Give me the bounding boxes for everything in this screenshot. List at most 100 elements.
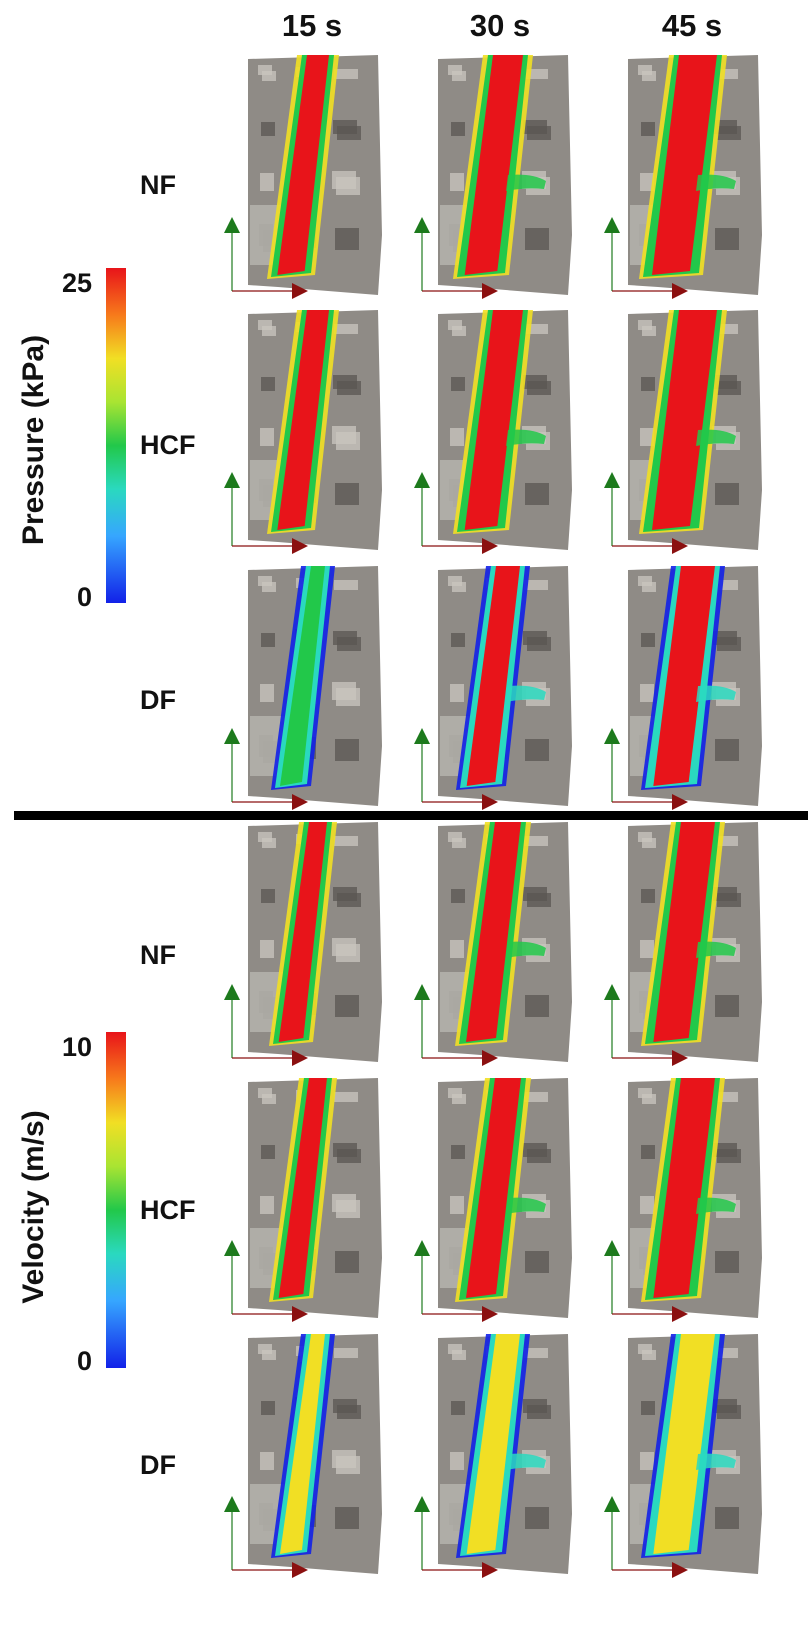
building-block [714, 324, 738, 334]
x-axis-arrowhead [482, 283, 498, 299]
building-block [450, 1452, 464, 1470]
building-block [642, 838, 656, 848]
building-block [336, 1456, 360, 1474]
building-block [640, 684, 654, 702]
row-label-pressure-df: DF [140, 685, 176, 715]
flow-core [280, 1334, 325, 1554]
building-block [261, 1145, 275, 1159]
x-axis-arrowhead [292, 794, 308, 810]
building-block [260, 940, 274, 958]
y-axis-arrowhead [604, 984, 620, 1000]
building-block [336, 177, 360, 195]
velocity-snapshot-nf-45s [598, 822, 770, 1070]
building-block [261, 377, 275, 391]
building-block [261, 633, 275, 647]
x-axis-arrowhead [672, 1050, 688, 1066]
velocity-snapshot-nf-30s [408, 822, 580, 1070]
pressure-snapshot-nf-30s [408, 55, 580, 303]
building-block [335, 995, 359, 1017]
building-block [451, 122, 465, 136]
building-block [638, 65, 652, 75]
x-axis-arrowhead [292, 1562, 308, 1578]
building-block [260, 428, 274, 446]
building-block [448, 1088, 462, 1098]
building-block [336, 944, 360, 962]
pressure-snapshot-df-30s [408, 566, 580, 814]
flow-core [464, 310, 523, 530]
y-axis-arrowhead [224, 472, 240, 488]
building-block [638, 832, 652, 842]
flow-core [278, 822, 327, 1042]
flow-branch [696, 1453, 736, 1470]
row-label-velocity-nf: NF [140, 940, 176, 970]
y-axis-arrowhead [224, 1496, 240, 1512]
building-block [641, 1145, 655, 1159]
building-block [261, 1401, 275, 1415]
building-block [334, 580, 358, 590]
flow-core [466, 822, 521, 1042]
building-block [714, 580, 738, 590]
building-block [258, 320, 272, 330]
velocity-colorbar-max-label: 10 [61, 1032, 92, 1062]
building-block [260, 684, 274, 702]
flow-branch [506, 174, 546, 191]
flow-core [466, 1078, 521, 1298]
building-block [451, 1401, 465, 1415]
building-block [337, 637, 361, 651]
building-block [337, 126, 361, 140]
x-axis-arrowhead [672, 1306, 688, 1322]
pressure-snapshot-df-15s [218, 566, 390, 814]
building-block [641, 377, 655, 391]
flow-core [652, 310, 717, 530]
row-label-velocity-hcf: HCF [140, 1195, 196, 1225]
pressure-snapshot-hcf-30s [408, 310, 580, 558]
building-block [640, 940, 654, 958]
velocity-colorbar-title: Velocity (m/s) [17, 1110, 50, 1304]
y-axis-arrowhead [224, 1240, 240, 1256]
flow-branch [506, 1453, 546, 1470]
x-axis-arrowhead [482, 1306, 498, 1322]
flow-core [466, 566, 520, 786]
building-block [335, 483, 359, 505]
flow-core [652, 55, 717, 275]
building-block [640, 1196, 654, 1214]
building-block [448, 320, 462, 330]
flow-core [464, 55, 523, 275]
velocity-colorbar-min-label: 0 [76, 1346, 92, 1376]
building-block [335, 739, 359, 761]
building-block [527, 381, 551, 395]
building-block [452, 71, 466, 81]
building-block [525, 228, 549, 250]
flow-branch [696, 429, 736, 446]
building-block [641, 1401, 655, 1415]
building-block [450, 940, 464, 958]
flow-core [653, 566, 715, 786]
building-block [258, 1344, 272, 1354]
row-label-pressure-nf: NF [140, 170, 176, 200]
building-block [335, 228, 359, 250]
pressure-colorbar-max-label: 25 [61, 268, 92, 298]
y-axis-arrowhead [414, 217, 430, 233]
pressure-colorbar-title: Pressure (kPa) [17, 334, 50, 546]
building-block [451, 889, 465, 903]
building-block [525, 1251, 549, 1273]
flow-core [653, 1334, 715, 1554]
building-block [640, 1452, 654, 1470]
building-block [337, 381, 361, 395]
building-block [638, 320, 652, 330]
building-block [258, 65, 272, 75]
building-block [717, 637, 741, 651]
building-block [452, 1350, 466, 1360]
pressure-colorbar-min-label: 0 [76, 582, 92, 612]
building-block [715, 995, 739, 1017]
x-axis-arrowhead [482, 1050, 498, 1066]
y-axis-arrowhead [414, 1240, 430, 1256]
building-block [524, 1092, 548, 1102]
building-block [527, 1149, 551, 1163]
building-block [336, 432, 360, 450]
building-block [715, 228, 739, 250]
row-label-velocity-df: DF [140, 1450, 176, 1480]
building-block [642, 582, 656, 592]
flow-branch [696, 941, 736, 958]
column-header-15s: 15 s [281, 8, 343, 43]
